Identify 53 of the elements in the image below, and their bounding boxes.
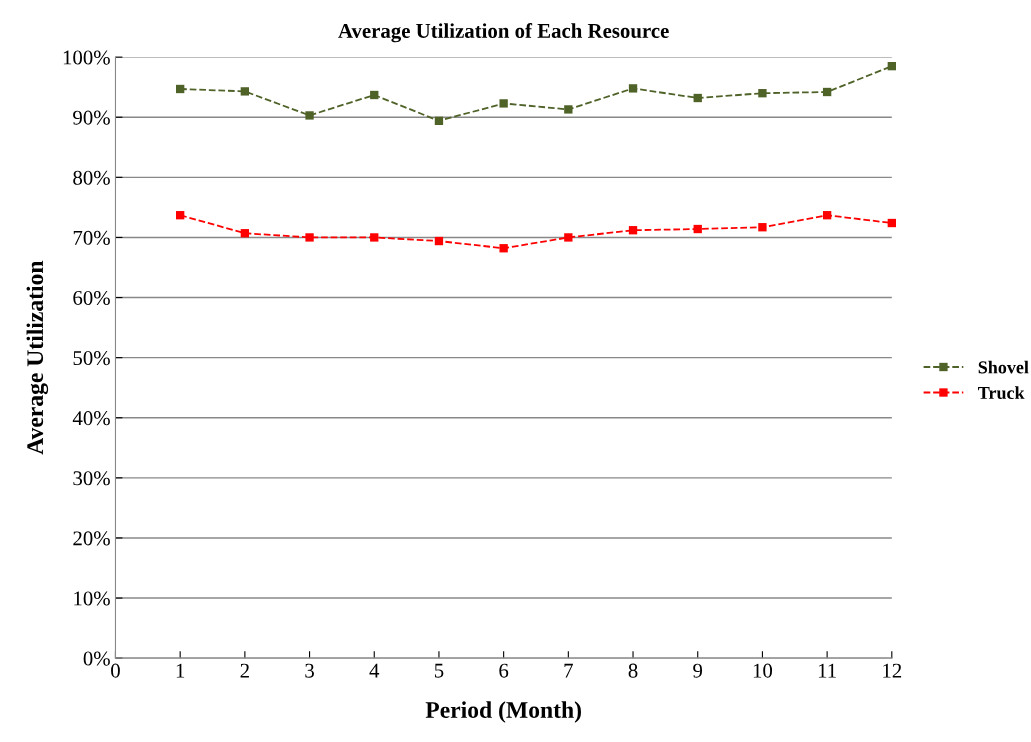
y-tick-label: 30% [73, 471, 110, 486]
point [305, 233, 314, 242]
point [176, 84, 185, 94]
y-tick-label: 50% [73, 351, 110, 366]
y-tick-label: 0% [83, 651, 110, 666]
point [434, 236, 444, 246]
point [693, 93, 702, 103]
point [370, 90, 379, 100]
point [240, 87, 250, 96]
x-tick-label: 9 [693, 663, 703, 678]
legend-label: Shovel [978, 360, 1029, 374]
point [370, 233, 379, 242]
x-tick-label: 3 [305, 663, 314, 678]
legend-label: Truck [978, 386, 1025, 400]
y-tick-label: 60% [73, 290, 110, 306]
y-tick-label: 90% [73, 110, 110, 125]
x-tick-label: 6 [499, 663, 509, 678]
point [176, 211, 185, 220]
y-tick-label: 40% [72, 411, 110, 426]
point [628, 226, 638, 235]
point [564, 233, 573, 242]
point [758, 223, 767, 232]
x-tick-label: 8 [628, 663, 638, 678]
y-tick-label: 100% [63, 50, 110, 65]
y-tick-label: 20% [73, 531, 110, 546]
point [693, 224, 702, 234]
x-tick-label: 5 [434, 663, 444, 678]
x-tick-label: 1 [176, 663, 185, 678]
point [240, 229, 250, 238]
x-tick-label: 7 [564, 663, 573, 678]
x-axis-title: Period (Month) [425, 701, 581, 723]
y-axis-title: Average Utilization [26, 260, 49, 455]
point [822, 211, 832, 220]
y-tick-label: 10% [74, 591, 110, 606]
point [434, 116, 444, 126]
point [499, 244, 508, 253]
x-tick-label: 10 [753, 663, 773, 678]
x-tick-label: 0 [111, 663, 120, 678]
y-tick-label: 80% [73, 170, 110, 185]
x-tick-label: 11 [818, 663, 836, 678]
point [628, 84, 638, 93]
x-tick-label: 12 [883, 663, 902, 678]
chart-title: Average Utilization of Each Resource [338, 23, 669, 43]
point [822, 87, 832, 97]
point [887, 218, 896, 228]
point [499, 99, 508, 108]
point [305, 111, 314, 120]
point [564, 105, 573, 114]
x-tick-label: 4 [369, 663, 380, 678]
point [758, 89, 767, 98]
point [887, 61, 896, 71]
y-tick-label: 70% [73, 230, 110, 245]
x-tick-label: 2 [240, 663, 249, 678]
